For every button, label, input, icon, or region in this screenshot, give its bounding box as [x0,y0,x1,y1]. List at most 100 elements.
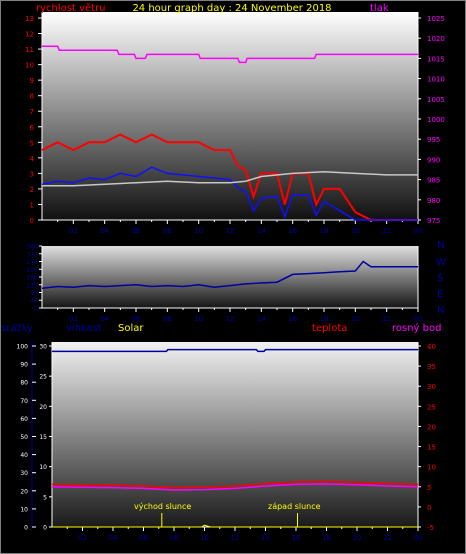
x-tick-label: 22 [383,534,392,542]
left-tick-label: 0 [30,217,34,225]
series-humidity [52,348,418,353]
right-tick-label: 10 [427,464,436,472]
x-tick-label: 04 [100,315,109,323]
right-tick-label: 15 [427,444,436,452]
x-tick-label: 22 [382,315,391,323]
x-tick-label: 04 [100,227,109,235]
right-tick-label: 985 [427,177,440,185]
left-tick-label: 12 [25,31,34,39]
right-tick-label: 1020 [427,35,445,43]
x-tick-label: 18 [320,315,329,323]
x-tick-label: 20 [351,227,360,235]
sunrise-label: východ slunce [134,502,191,511]
left-tick-label: 8 [30,93,34,101]
right-tick-label: 40 [427,343,436,351]
left-tick-label: 360 [27,244,39,251]
left-tick-label: 90 [30,290,38,297]
rain-tick-label: 25 [39,374,47,381]
x-tick-label: 18 [320,227,329,235]
humidity-tick-label: 70 [20,398,28,405]
humidity-tick-label: 60 [20,416,28,423]
left-tick-label: 5 [30,139,34,147]
plot-background [52,342,418,527]
series-wind-dir-avg [42,171,418,187]
humidity-tick-label: 50 [20,434,28,441]
x-tick-label: 00 [414,534,423,542]
x-tick-label: 02 [78,534,87,542]
right-tick-label: 1015 [427,55,445,63]
series-dewpoint [51,483,419,491]
rain-tick-label: 0 [43,525,47,532]
right-tick-label: 1005 [427,96,445,104]
left-tick-label: 135 [27,282,39,289]
x-tick-label: 20 [351,315,360,323]
right-tick-label: 30 [427,383,436,391]
plot-background [42,12,418,220]
rain-tick-label: 20 [39,404,47,411]
left-tick-label: 225 [27,267,39,274]
x-tick-label: 12 [231,534,240,542]
humidity-tick-label: 30 [20,470,28,477]
series-pressure [42,45,418,64]
humidity-tick-label: 100 [17,344,29,351]
compass-s: S [437,273,443,284]
humidity-tick-label: 20 [20,488,28,495]
rain-tick-label: 15 [39,434,47,441]
rain-axis-label: srážky [1,322,33,334]
humidity-axis-label: vlhkost [66,323,102,334]
series-wind-avg [41,166,418,221]
x-tick-label: 12 [226,227,235,235]
x-tick-label: 06 [132,227,141,235]
left-tick-label: 1 [30,201,34,209]
left-tick-label: 3 [30,170,34,178]
x-tick-label: 16 [292,534,301,542]
x-tick-label: 14 [257,227,266,235]
x-tick-label: 12 [226,315,235,323]
x-tick-label: 22 [382,227,391,235]
x-tick-label: 08 [170,534,179,542]
right-tick-label: 980 [427,197,440,205]
x-tick-label: 10 [194,227,203,235]
right-tick-label: 1025 [427,15,445,23]
humidity-tick-label: 10 [20,506,28,513]
left-tick-label: 13 [25,15,34,23]
rain-tick-label: 30 [39,344,47,351]
left-tick-label: 270 [27,259,39,266]
dewpoint-axis-label: rosný bod [392,322,441,334]
humidity-tick-label: 90 [20,362,28,369]
left-tick-label: 180 [27,275,39,282]
series-direction [41,260,418,289]
x-tick-label: 16 [288,227,297,235]
x-tick-label: 14 [257,315,266,323]
plot-background [42,246,418,308]
x-tick-label: 10 [200,534,209,542]
wind-direction-chart: 02 04 06 08 10 12 14 16 18 20 22 000459013518022527… [27,244,423,324]
x-tick-label: 06 [132,315,141,323]
right-tick-label: 20 [427,423,436,431]
left-tick-label: 315 [27,251,39,258]
chart-title: 24 hour graph day : 24 November 2018 [132,3,331,14]
compass-n-top: N [437,240,444,251]
right-tick-label: 1010 [427,76,445,84]
x-tick-label: 06 [139,534,148,542]
wind-pressure-chart: 02 04 06 08 10 12 14 16 18 20 22 000123456789101112… [25,12,445,235]
left-tick-label: 9 [30,77,34,85]
x-tick-label: 08 [163,315,172,323]
x-tick-label: 14 [261,534,270,542]
x-tick-label: 16 [288,315,297,323]
rain-tick-label: 10 [39,464,47,471]
x-tick-label: 08 [163,227,172,235]
humidity-tick-label: 40 [20,452,28,459]
right-tick-label: 5 [427,484,431,492]
rain-humidity-temperature-chart: 02 04 06 08 10 12 14 16 18 20 22 000102030405060708… [17,342,436,542]
right-tick-label: 35 [427,363,436,371]
left-tick-label: 11 [25,46,34,54]
left-tick-label: 2 [30,186,34,194]
x-tick-label: 02 [69,315,78,323]
left-tick-label: 0 [34,306,38,313]
x-tick-label: 04 [109,534,118,542]
x-tick-label: 20 [353,534,362,542]
rain-tick-label: 5 [43,494,47,501]
x-tick-label: 00 [414,315,423,323]
